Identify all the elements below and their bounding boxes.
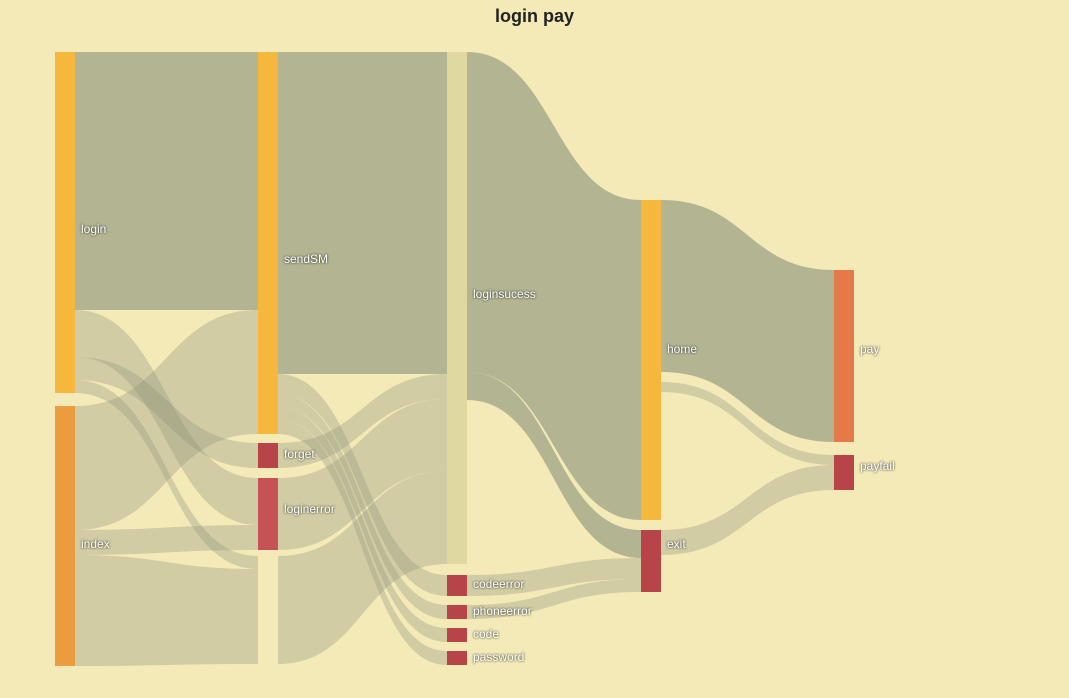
- node-loginerror[interactable]: [258, 478, 278, 550]
- chart-title: login pay: [0, 6, 1069, 27]
- node-label-exit: exit: [667, 537, 686, 551]
- node-phoneerror[interactable]: [447, 605, 467, 619]
- node-label-loginerror: loginerror: [284, 502, 335, 516]
- link-loginsucess-to-home: [467, 52, 641, 520]
- node-label-payfail: payfail: [860, 459, 895, 473]
- node-loginsucess[interactable]: [447, 52, 467, 564]
- node-code[interactable]: [447, 628, 467, 642]
- node-sendSM[interactable]: [258, 52, 278, 434]
- node-forget[interactable]: [258, 443, 278, 468]
- link-exit-to-payfail: [661, 465, 834, 555]
- sankey-diagram: login index sendSM forget loginerror loginsuc…: [0, 0, 1069, 698]
- link-sendSM-to-loginsucess: [278, 52, 447, 374]
- link-index-to-spacer1: [75, 555, 258, 666]
- node-login[interactable]: [55, 52, 75, 393]
- node-label-loginsucess: loginsucess: [473, 287, 536, 301]
- node-codeerror[interactable]: [447, 575, 467, 596]
- link-home-to-pay: [661, 200, 834, 442]
- node-label-sendSM: sendSM: [284, 252, 328, 266]
- node-label-pay: pay: [860, 342, 879, 356]
- node-label-phoneerror: phoneerror: [473, 604, 532, 618]
- node-label-login: login: [81, 222, 106, 236]
- node-password[interactable]: [447, 651, 467, 665]
- node-label-code: code: [473, 627, 499, 641]
- node-label-index: index: [81, 537, 110, 551]
- node-label-codeerror: codeerror: [473, 577, 524, 591]
- node-index[interactable]: [55, 406, 75, 666]
- node-exit[interactable]: [641, 530, 661, 592]
- node-label-forget: forget: [284, 447, 315, 461]
- link-login-to-sendSM: [75, 52, 258, 310]
- node-label-password: password: [473, 650, 524, 664]
- node-payfail[interactable]: [834, 455, 854, 490]
- node-home[interactable]: [641, 200, 661, 520]
- node-label-home: home: [667, 342, 697, 356]
- node-pay[interactable]: [834, 270, 854, 442]
